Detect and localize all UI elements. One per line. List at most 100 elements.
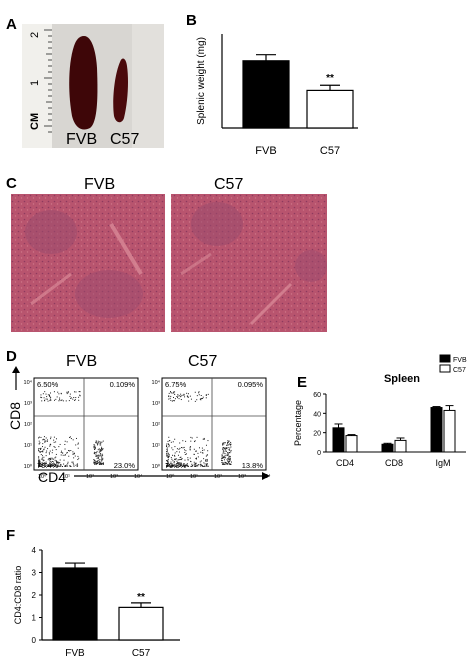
x-tick-label-c57-2: 10² <box>214 474 222 480</box>
bar-c57 <box>306 89 354 129</box>
category-label-cd8: CD8 <box>385 458 403 468</box>
y-tick-label-c57-4: 10⁴ <box>152 379 161 386</box>
y-tick-label-fvb-4: 10⁴ <box>24 379 33 386</box>
ruler-number-2: 2 <box>29 32 41 38</box>
splenic-weight-chart: Splenic weight (mg) FVB C57 ** <box>196 34 358 157</box>
category-label-cd4: CD4 <box>336 458 354 468</box>
legend-label-c57: C57 <box>453 367 466 374</box>
y-tick-label-c57-2: 10² <box>152 422 160 428</box>
y-axis-label: Splenic weight (mg) <box>196 37 207 125</box>
significance-marker: ** <box>137 592 145 603</box>
x-tick-label-fvb-3: 10³ <box>110 474 118 480</box>
flow-plot-c57: 6.75% 0.095% 79.3% 13.8% 10⁰ 10¹ 10² 10³ 10⁴ 10⁰ 1… <box>152 377 271 480</box>
histology-images <box>11 194 327 332</box>
y-axis-label: Percentage <box>293 400 303 446</box>
flow-cytometry-plots: CD8 CD4 6.50% 0.109% 70.4% 23.0% 10⁰ 10¹ 10² 10³ 1… <box>7 366 271 485</box>
flow-plot-fvb: 6.50% 0.109% 70.4% 23.0% 10⁰ 10¹ 10² 10³ 10⁴ 10⁰ 1… <box>24 377 143 480</box>
cd4-cd8-ratio-chart: 0 1 2 3 4 CD4:CD8 ratio FVB C57 ** <box>13 546 180 659</box>
flow-fvb-title: FVB <box>66 353 98 370</box>
ruler-unit-cm: CM <box>29 113 41 130</box>
y-tick-label-c57-1: 10¹ <box>152 443 160 449</box>
category-label-fvb: FVB <box>65 648 85 659</box>
quadrant-lr-c57: 13.8% <box>242 461 264 470</box>
category-label-c57: C57 <box>132 648 151 659</box>
y-tick-label-fvb-0: 10⁰ <box>24 463 33 470</box>
quadrant-ur-fvb: 0.109% <box>110 380 136 389</box>
x-tick-label-c57-1: 10¹ <box>190 474 198 480</box>
bar-cd4-fvb <box>332 427 345 453</box>
panel-label-a: A <box>6 16 17 33</box>
chart-title: Spleen <box>384 373 420 385</box>
bar-igm-fvb <box>430 407 443 453</box>
bar-fvb <box>242 60 290 129</box>
quadrant-ul-c57: 6.75% <box>165 380 187 389</box>
event-dots-fvb <box>38 391 104 467</box>
spleen-photo: 2 1 CM FVB C57 <box>22 24 164 148</box>
y-tick-label-60: 60 <box>313 392 321 399</box>
spleen-percentage-chart: Spleen 0 20 40 60 Percentage CD4 CD8 IgM FVB C57 <box>293 354 467 468</box>
fvb-spleen <box>69 36 98 130</box>
fvb-photo-label: FVB <box>66 131 97 148</box>
y-tick-label-3: 3 <box>32 569 37 578</box>
bar-c57 <box>118 606 164 641</box>
y-tick-label-2: 2 <box>32 591 37 600</box>
quadrant-ur-c57: 0.095% <box>238 380 264 389</box>
bar-igm-c57 <box>443 409 456 453</box>
y-tick-label-4: 4 <box>32 546 37 555</box>
y-tick-label-fvb-3: 10³ <box>24 401 32 407</box>
c57-photo-label: C57 <box>110 131 139 148</box>
y-tick-label-0: 0 <box>317 450 321 457</box>
cd4-axis-label: CD4 <box>38 469 66 485</box>
fvb-histology-label: FVB <box>84 176 116 193</box>
quadrant-ll-c57: 79.3% <box>165 461 187 470</box>
legend-swatch-c57 <box>439 364 451 373</box>
bar-cd8-fvb <box>381 443 394 453</box>
y-tick-label-40: 40 <box>313 411 321 418</box>
x-tick-label-c57-0: 10⁰ <box>166 473 175 480</box>
category-label-igm: IgM <box>435 458 450 468</box>
panel-label-f: F <box>6 527 16 544</box>
event-dots-c57 <box>166 391 232 467</box>
bar-cd8-c57 <box>394 439 407 453</box>
ruler-number-1: 1 <box>29 80 41 86</box>
cd4-arrow-head <box>262 472 270 480</box>
x-tick-label-c57-4: 10⁴ <box>262 473 271 480</box>
fvb-histology-image <box>11 194 165 332</box>
cd8-arrow-head <box>12 366 20 373</box>
c57-histology-label: C57 <box>214 176 244 193</box>
y-tick-label-fvb-1: 10¹ <box>24 443 32 449</box>
x-tick-label-fvb-2: 10² <box>86 474 94 480</box>
category-label-fvb: FVB <box>255 145 276 157</box>
category-label-c57: C57 <box>320 145 340 157</box>
panel-label-b: B <box>186 12 197 29</box>
ruler <box>22 24 52 148</box>
plot-frame-fvb <box>33 377 139 471</box>
y-tick-label-c57-0: 10⁰ <box>152 463 161 470</box>
significance-marker: ** <box>326 73 334 84</box>
y-tick-label-0: 0 <box>32 636 37 645</box>
bar-cd4-c57 <box>345 435 358 453</box>
flow-c57-title: C57 <box>188 353 218 370</box>
x-tick-label-fvb-0: 10⁰ <box>38 473 47 480</box>
quadrant-lr-fvb: 23.0% <box>114 461 136 470</box>
x-tick-label-fvb-4: 10⁴ <box>134 473 143 480</box>
cd8-axis-label: CD8 <box>7 402 23 430</box>
y-tick-label-c57-3: 10³ <box>152 401 160 407</box>
panel-label-c: C <box>6 175 17 192</box>
panel-label-e: E <box>297 374 308 391</box>
plot-frame-c57 <box>161 377 267 471</box>
panel-label-d: D <box>6 348 17 365</box>
x-tick-label-fvb-1: 10¹ <box>62 474 70 480</box>
c57-spleen <box>113 58 128 123</box>
c57-histology-image <box>171 194 327 332</box>
bar-fvb <box>52 567 98 641</box>
legend-label-fvb: FVB <box>453 357 467 364</box>
y-tick-label-fvb-2: 10² <box>24 422 32 428</box>
y-tick-label-1: 1 <box>32 614 37 623</box>
legend-swatch-fvb <box>439 354 451 363</box>
y-axis-label: CD4:CD8 ratio <box>13 566 23 625</box>
y-tick-label-20: 20 <box>313 431 321 438</box>
x-tick-label-c57-3: 10³ <box>238 474 246 480</box>
quadrant-ul-fvb: 6.50% <box>37 380 59 389</box>
quadrant-ll-fvb: 70.4% <box>37 461 59 470</box>
